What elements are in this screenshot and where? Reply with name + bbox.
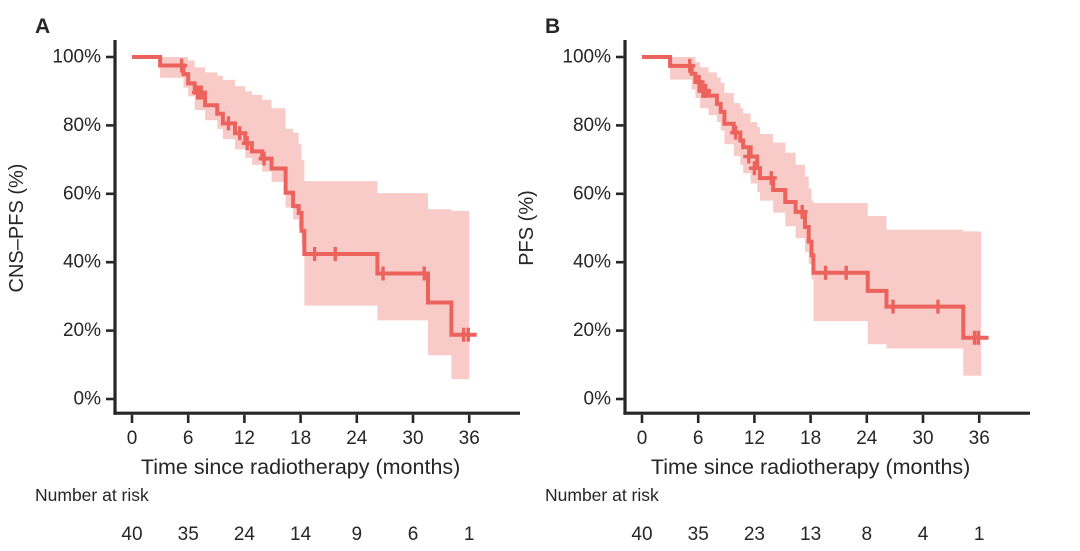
x-tick-label: 6: [693, 428, 704, 449]
y-axis-title: PFS (%): [516, 190, 538, 266]
y-tick-label: 80%: [573, 115, 611, 136]
y-tick-label: 100%: [562, 47, 611, 68]
axes: [623, 40, 1030, 415]
number-at-risk-value: 9: [352, 524, 363, 545]
y-tick-label: 20%: [573, 320, 611, 341]
number-at-risk-value: 23: [744, 524, 765, 545]
number-at-risk-value: 1: [974, 524, 985, 545]
confidence-band: [670, 57, 982, 376]
number-at-risk-row: 40 35 24 14 9 6 1: [121, 524, 474, 545]
y-tick-label: 20%: [63, 320, 101, 341]
number-at-risk-label: Number at risk: [545, 485, 659, 505]
y-tick-label: 80%: [63, 115, 101, 136]
x-tick-label: 24: [346, 428, 368, 449]
x-tick-label: 36: [969, 428, 990, 449]
x-tick-label: 24: [856, 428, 878, 449]
x-tick-label: 12: [234, 428, 255, 449]
censor-marks: [684, 58, 984, 345]
panel-a: 0% 20% 40% 60% 80% 100% 0 6 12 18 24 30 36 Time since…: [6, 15, 520, 545]
number-at-risk-row: 40 35 23 13 8 4 1: [631, 524, 984, 545]
y-tick-label: 40%: [573, 252, 611, 273]
number-at-risk-value: 4: [918, 524, 929, 545]
y-tick-label: 60%: [63, 183, 101, 204]
x-tick-label: 12: [744, 428, 765, 449]
x-tick-label: 0: [127, 428, 138, 449]
x-axis-title: Time since radiotherapy (months): [651, 455, 970, 479]
number-at-risk-value: 6: [408, 524, 419, 545]
x-tick-label: 18: [290, 428, 311, 449]
axes: [113, 40, 520, 415]
number-at-risk-value: 14: [290, 524, 312, 545]
number-at-risk-value: 1: [464, 524, 475, 545]
x-axis-title: Time since radiotherapy (months): [141, 455, 460, 479]
x-tick-label: 6: [183, 428, 194, 449]
number-at-risk-value: 8: [862, 524, 873, 545]
x-tick-label: 30: [912, 428, 933, 449]
number-at-risk-value: 24: [234, 524, 256, 545]
confidence-band: [160, 57, 470, 380]
y-tick-label: 0%: [74, 389, 102, 410]
censor-marks: [176, 58, 474, 342]
y-tick-label: 0%: [584, 389, 612, 410]
x-tick-label: 36: [459, 428, 480, 449]
y-axis-title: CNS–PFS (%): [6, 164, 28, 293]
x-tick-label: 30: [402, 428, 423, 449]
y-tick-label: 40%: [63, 252, 101, 273]
number-at-risk-label: Number at risk: [35, 485, 149, 505]
y-tick-label: 100%: [52, 47, 101, 68]
panel-letter: A: [35, 15, 50, 38]
x-tick-label: 0: [637, 428, 648, 449]
number-at-risk-value: 13: [800, 524, 821, 545]
x-tick-label: 18: [800, 428, 821, 449]
number-at-risk-value: 35: [178, 524, 199, 545]
number-at-risk-value: 40: [631, 524, 652, 545]
panel-letter: B: [545, 15, 560, 38]
y-tick-label: 60%: [573, 183, 611, 204]
number-at-risk-value: 40: [121, 524, 142, 545]
number-at-risk-value: 35: [688, 524, 709, 545]
